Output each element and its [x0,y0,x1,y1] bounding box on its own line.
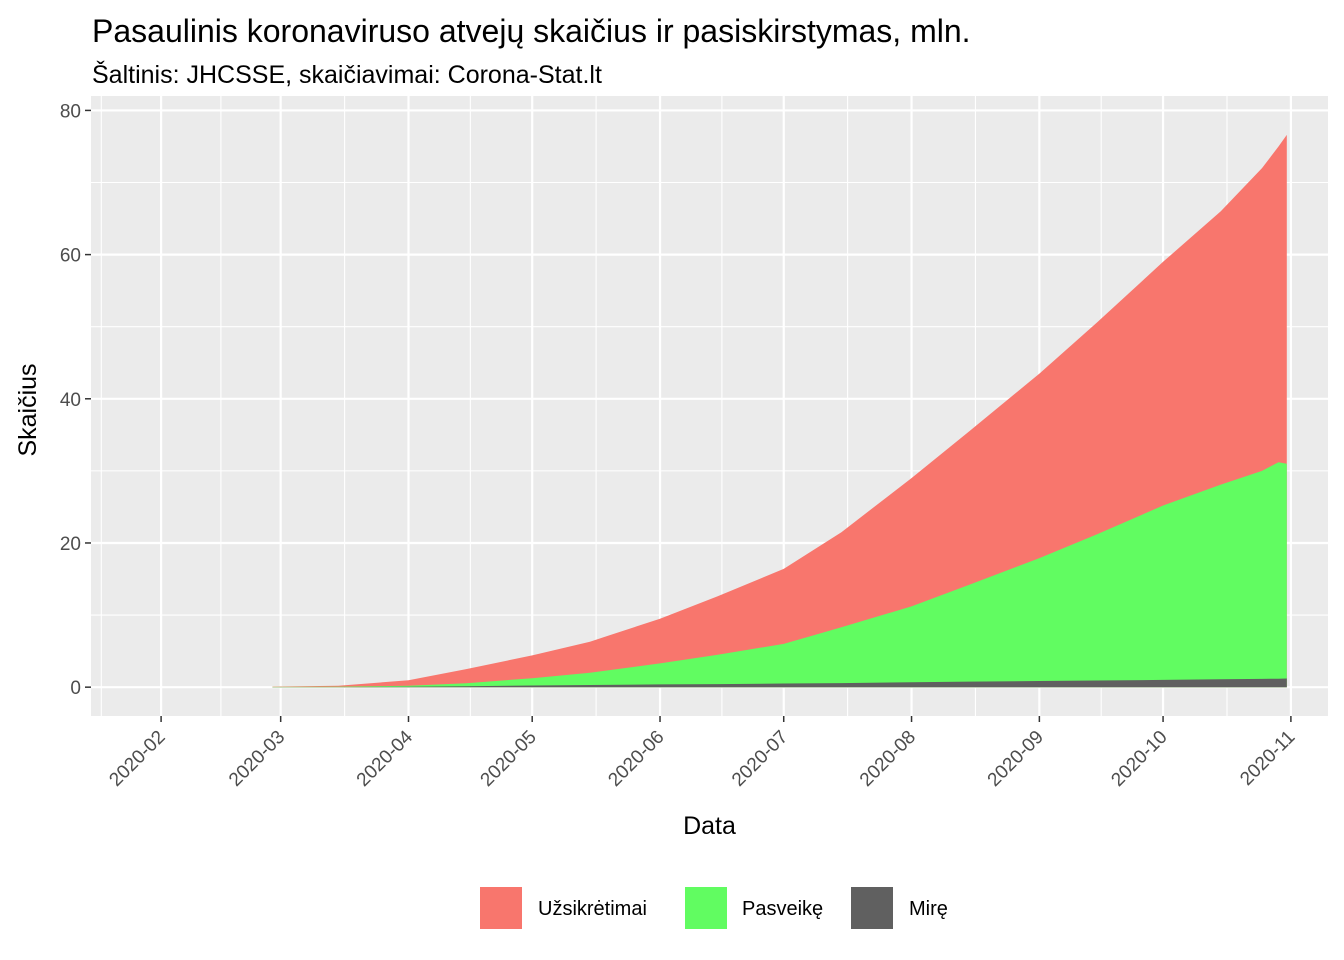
chart-subtitle: Šaltinis: JHCSSE, skaičiavimai: Corona-S… [92,60,602,89]
x-tick-label: 2020-10 [1107,727,1171,791]
legend-key-2 [851,887,893,929]
y-tick-label: 60 [60,246,81,267]
y-tick-label: 20 [60,534,81,555]
x-tick-label: 2020-07 [728,727,792,791]
area-series-0 [272,134,1287,688]
x-tick-label: 2020-02 [105,727,169,791]
y-tick-label: 0 [70,678,81,699]
legend-label-0: Užsikrėtimai [538,898,647,920]
legend-label-1: Pasveikę [742,898,823,920]
legend-label-2: Mirę [909,898,948,920]
x-axis-title: Data [683,812,736,840]
x-tick-label: 2020-06 [604,727,668,791]
x-tick-label: 2020-09 [984,727,1048,791]
x-axis: 2020-02 2020-03 2020-04 2020-05 2020-06 2020-… [105,716,1299,791]
x-tick-label: 2020-08 [856,727,920,791]
y-tick-label: 80 [60,101,81,122]
y-tick-label: 40 [60,390,81,411]
y-axis-title: Skaičius [14,363,42,456]
legend-key-0 [480,887,522,929]
x-tick-label: 2020-04 [353,726,417,790]
legend-key-1 [685,887,727,929]
chart-title: Pasaulinis koronaviruso atvejų skaičius … [92,13,971,49]
series-areas [272,134,1287,688]
legend: Užsikrėtimai Pasveikę Mirę [480,887,948,929]
x-tick-label: 2020-03 [225,727,289,791]
x-tick-label: 2020-11 [1236,727,1299,790]
y-axis: 0 20 40 60 80 [60,101,91,699]
x-tick-label: 2020-05 [477,727,541,791]
area-series-2 [272,678,1287,688]
area-series-1 [272,462,1287,688]
